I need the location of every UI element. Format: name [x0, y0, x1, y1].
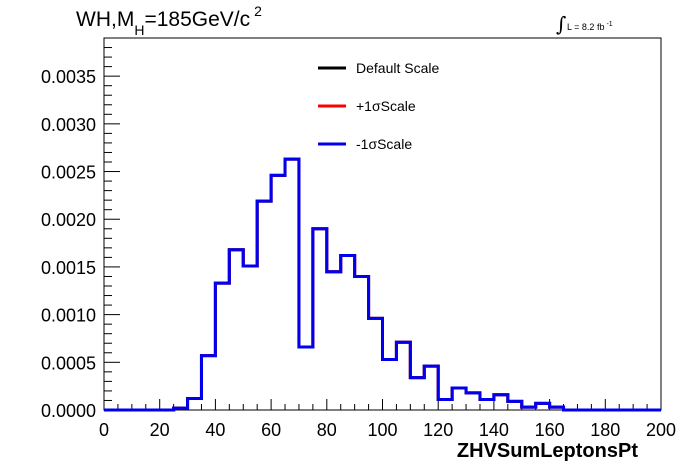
- x-tick-label: 120: [423, 420, 453, 440]
- luminosity-value: L = 8.2 fb: [567, 22, 605, 32]
- x-tick-label: 20: [150, 420, 170, 440]
- luminosity-unit-sup: -1: [606, 21, 613, 28]
- x-tick-label: 160: [535, 420, 565, 440]
- legend-entry: Default Scale: [356, 60, 439, 76]
- title-subscript: H: [134, 22, 145, 38]
- legend-entry: +1σScale: [356, 98, 416, 114]
- series-line--1-scale: [104, 157, 661, 412]
- x-tick-label: 100: [367, 420, 397, 440]
- series-line--1-scale: [104, 157, 661, 412]
- title-prefix: WH,M: [76, 8, 135, 31]
- x-tick-label: 60: [261, 420, 281, 440]
- x-tick-label: 0: [99, 420, 109, 440]
- x-tick-label: 200: [646, 420, 676, 440]
- y-tick-label: 0.0035: [41, 67, 96, 87]
- y-tick-label: 0.0010: [41, 306, 96, 326]
- y-tick-label: 0.0030: [41, 115, 96, 135]
- y-tick-label: 0.0005: [41, 353, 96, 373]
- y-tick-label: 0.0025: [41, 163, 96, 183]
- y-tick-label: 0.0015: [41, 258, 96, 278]
- series-line-default-scale: [104, 157, 661, 412]
- title-superscript: 2: [254, 3, 262, 19]
- x-tick-label: 140: [479, 420, 509, 440]
- legend-entry: -1σScale: [356, 136, 412, 152]
- title-suffix: =185GeV/c: [144, 8, 251, 31]
- luminosity-text: L = 8.2 fb -1: [567, 21, 613, 32]
- y-tick-label: 0.0000: [41, 401, 96, 421]
- x-tick-label: 80: [317, 420, 337, 440]
- y-tick-label: 0.0020: [41, 210, 96, 230]
- x-axis-title: ZHVSumLeptonsPt: [456, 440, 638, 462]
- chart-title: WH,MH=185GeV/c 2: [76, 3, 262, 38]
- x-tick-label: 180: [590, 420, 620, 440]
- integral-symbol: ∫: [556, 12, 567, 36]
- x-tick-label: 40: [205, 420, 225, 440]
